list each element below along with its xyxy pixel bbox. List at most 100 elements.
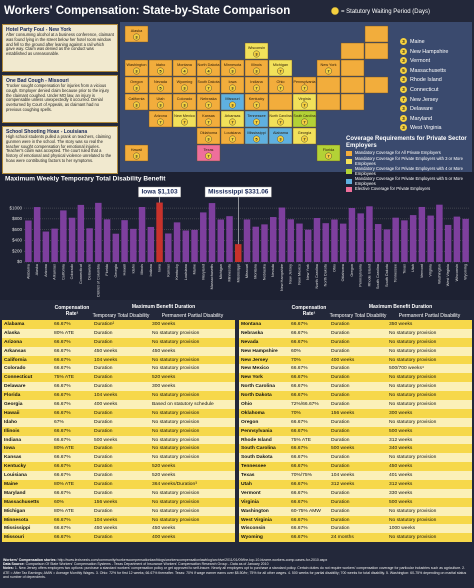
x-tick-label: District of Columbia <box>96 263 100 297</box>
bar <box>261 224 268 262</box>
bar <box>409 215 417 262</box>
day-badge <box>277 135 284 143</box>
bar <box>444 224 452 262</box>
bar <box>383 229 391 262</box>
y-tick-label: $400 <box>12 238 23 243</box>
bar <box>427 215 434 262</box>
day-count: 3 <box>183 102 186 107</box>
day-count: 7 <box>255 102 258 107</box>
day-count: 7 <box>279 85 282 90</box>
footer: Workers' Compensation stories: http://ww… <box>3 558 471 579</box>
callouts: 3 Maine 3 New Hampshire 3 Vermont 5 Massachuset… <box>400 38 474 134</box>
day-badge <box>253 67 260 75</box>
state-name: Florida <box>323 148 335 152</box>
table-row: Alaska 80% ATE Duration No statutory provis… <box>2 328 235 338</box>
story-title: One Bad Cough - Missouri <box>6 78 69 84</box>
state-cell: Virginia <box>239 497 289 507</box>
x-tick-label: Maryland <box>201 264 205 280</box>
cell: 75% ATE <box>52 373 92 383</box>
table-half: Compensation Rate¹ Maximum Benefit Durati… <box>2 302 235 543</box>
bar <box>156 202 163 262</box>
state-tile <box>364 42 389 60</box>
state-name: Ohio <box>276 80 284 84</box>
callout: 5 Massachusetts <box>400 66 474 77</box>
table-row: Wyoming 66.67% 24 months No statutory provi… <box>239 533 472 543</box>
x-tick-label: Louisiana <box>184 263 188 280</box>
callout: 7 New Jersey <box>400 95 474 106</box>
cell: 66.67% <box>289 426 329 436</box>
x-tick-label: New York <box>306 264 310 280</box>
state-cell: Connecticut <box>2 373 52 383</box>
state-cell: Mississippi <box>2 524 52 534</box>
bar <box>453 216 461 262</box>
cell: 66.67% <box>52 488 92 498</box>
bar <box>77 204 85 262</box>
table-row: Indiana 66.67% 500 weeks No statutory provi… <box>2 435 235 445</box>
bar <box>25 220 32 262</box>
value-label: Iowa $1,103 <box>141 189 178 196</box>
state-name: Oregon <box>130 80 143 84</box>
table-row: Iowa 80% ATE Duration No statutory provisio… <box>2 444 235 454</box>
bar <box>331 219 338 262</box>
legend-badge <box>330 6 340 16</box>
cell: No statutory provision <box>150 497 235 507</box>
state-cell: Washington <box>239 506 289 516</box>
table-row: Florida 66.67% 104 weeks No statutory provi… <box>2 391 235 401</box>
day-badge <box>133 152 140 160</box>
x-tick-label: New Hampshire <box>280 264 284 291</box>
table-row: Arkansas 66.67% 450 weeks 450 weeks <box>2 346 235 356</box>
cell: 66.67% <box>289 515 329 525</box>
day-badge <box>157 118 164 126</box>
footer-label: Notes: <box>3 566 14 571</box>
state-name: Arkansas <box>225 114 241 118</box>
cell: Duration <box>329 346 387 356</box>
bar <box>436 204 443 262</box>
table-row: Kentucky 66.67% Duration 520 weeks <box>2 462 235 472</box>
x-tick-label: Washington <box>437 264 441 284</box>
cell: Duration <box>329 373 387 383</box>
cell: No statutory provision <box>387 355 472 365</box>
day-count: 7 <box>207 153 210 158</box>
bar <box>313 218 321 262</box>
cell: 156 weeks <box>329 408 387 418</box>
bar <box>462 218 469 262</box>
day-badge <box>181 101 188 109</box>
cell: 66.67% <box>289 453 329 463</box>
state-name: Missouri <box>225 97 239 101</box>
day-count: 4 <box>207 68 210 73</box>
bar <box>278 207 286 262</box>
story-title: School Shooting Hoax - Louisiana <box>6 129 88 135</box>
x-tick-label: Oregon <box>350 264 354 277</box>
state-name: Nebraska <box>200 97 217 101</box>
state-name: Kansas <box>202 114 215 118</box>
cell: No statutory provision <box>150 328 235 338</box>
x-tick-label: Wisconsin <box>455 264 459 281</box>
callout-name: Delaware <box>410 106 433 113</box>
bar <box>304 229 312 262</box>
cell: Duration² <box>92 320 150 329</box>
x-tick-label: Tennessee <box>394 264 398 282</box>
day-count: 7 <box>279 119 282 124</box>
cell: 300 weeks <box>387 408 472 418</box>
bar <box>235 244 242 262</box>
cell: No statutory provision <box>150 337 235 347</box>
cell: No statutory provision <box>150 444 235 454</box>
cell: 104 weeks <box>329 471 387 481</box>
day-count: 7 <box>207 119 210 124</box>
x-tick-label: Utah <box>411 264 415 272</box>
day-badge <box>229 67 236 75</box>
state-cell: Illinois <box>2 426 52 436</box>
header-ttd: Temporary Total Disability <box>92 312 150 319</box>
state-name: North Carolina <box>270 114 293 118</box>
state-cell: Alabama <box>2 320 52 329</box>
x-tick-label: Delaware <box>88 264 92 280</box>
day-count: 3 <box>183 85 186 90</box>
table-row: Georgia 66.67% 400 weeks Based on statutory… <box>2 400 235 409</box>
cell: 312 weeks <box>387 480 472 489</box>
legend-label: Mandatory Coverage for Private Employers… <box>355 166 463 176</box>
day-count: 7 <box>303 136 306 141</box>
cell: Duration <box>329 337 387 347</box>
cell: No statutory provision <box>150 453 235 463</box>
table-row: Vermont 66.67% Duration 330 weeks <box>239 488 472 498</box>
state-cell: Rhode Island <box>239 435 289 445</box>
